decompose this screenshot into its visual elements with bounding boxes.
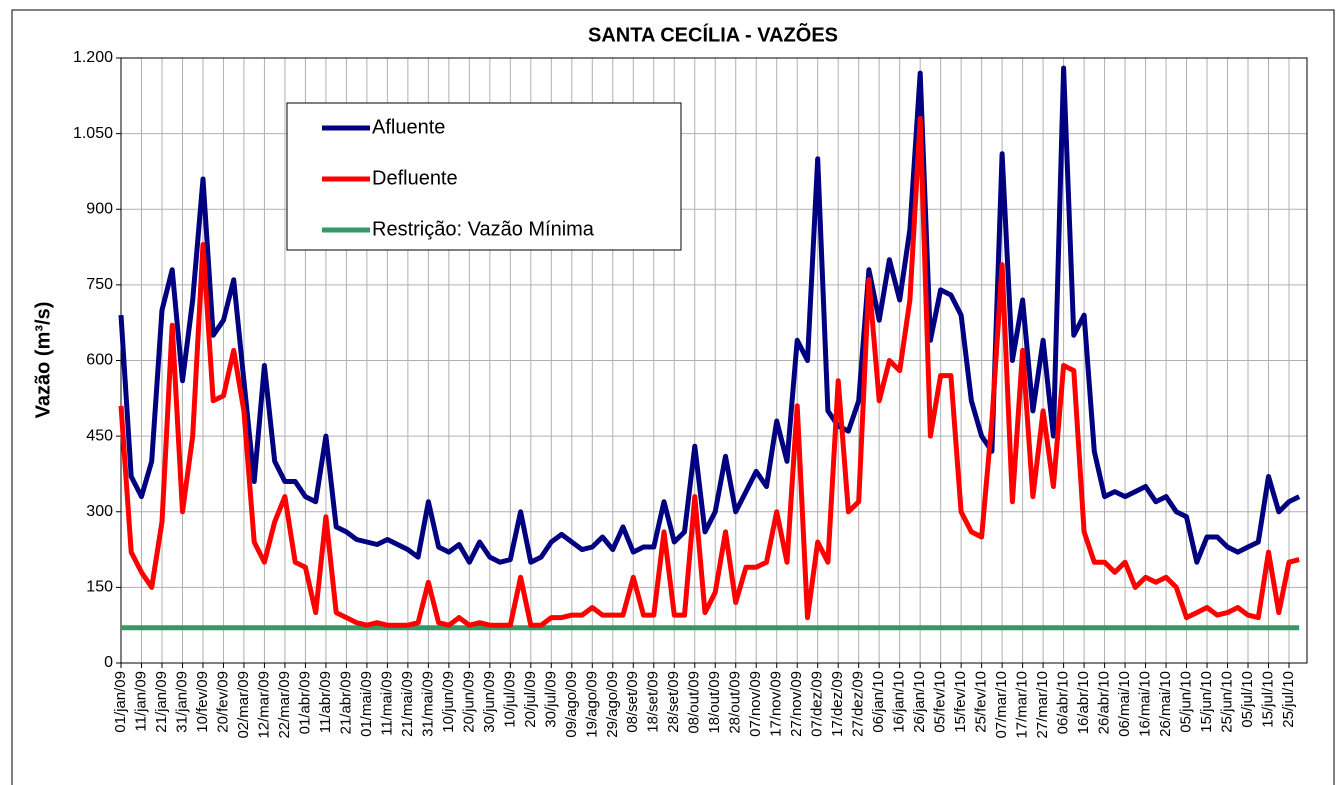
x-tick-label: 19/ago/09 xyxy=(583,671,600,738)
x-tick-label: 27/nov/09 xyxy=(788,671,805,737)
x-tick-label: 11/jan/09 xyxy=(132,671,149,732)
y-tick-label: 450 xyxy=(86,427,113,444)
y-tick-label: 900 xyxy=(86,200,113,217)
x-tick-label: 17/mar/10 xyxy=(1014,671,1031,739)
x-tick-label: 28/out/09 xyxy=(727,671,744,734)
x-tick-label: 26/abr/10 xyxy=(1096,671,1113,734)
y-tick-label: 0 xyxy=(104,654,113,671)
x-tick-label: 08/out/09 xyxy=(686,671,703,734)
y-tick-label: 300 xyxy=(86,503,113,520)
x-tick-label: 11/abr/09 xyxy=(317,671,334,733)
x-tick-label: 17/dez/09 xyxy=(829,671,846,737)
y-tick-label: 600 xyxy=(86,352,113,369)
x-tick-label: 25/jul/10 xyxy=(1280,671,1297,728)
x-tick-label: 12/mar/09 xyxy=(255,671,272,739)
x-tick-label: 20/fev/09 xyxy=(214,671,231,733)
series-line xyxy=(118,65,1301,565)
x-tick-label: 05/jun/10 xyxy=(1178,671,1195,733)
x-tick-label: 01/abr/09 xyxy=(296,671,313,734)
legend-label: Restrição: Vazão Mínima xyxy=(372,218,595,240)
legend-label: Afluente xyxy=(372,116,445,138)
y-tick-label: 1.200 xyxy=(73,49,113,66)
x-tick-label: 21/mai/09 xyxy=(399,671,416,737)
x-tick-label: 25/fev/10 xyxy=(973,671,990,733)
x-tick-label: 16/abr/10 xyxy=(1075,671,1092,734)
x-tick-label: 26/jan/10 xyxy=(911,671,928,733)
x-tick-label: 18/set/09 xyxy=(645,671,662,733)
x-tick-label: 06/abr/10 xyxy=(1055,671,1072,734)
x-tick-label: 16/jan/10 xyxy=(891,671,908,733)
x-tick-label: 22/mar/09 xyxy=(276,671,293,739)
x-tick-label: 28/set/09 xyxy=(665,671,682,733)
x-tick-label: 27/mar/10 xyxy=(1034,671,1051,739)
x-tick-label: 31/mai/09 xyxy=(419,671,436,737)
plot-area xyxy=(120,57,1308,664)
x-tick-label: 16/mai/10 xyxy=(1137,671,1154,737)
x-tick-label: 10/fev/09 xyxy=(194,671,211,733)
x-tick-label: 10/jul/09 xyxy=(501,671,518,728)
x-tick-label: 30/jun/09 xyxy=(481,671,498,733)
x-tick-label: 01/mai/09 xyxy=(358,671,375,737)
x-tick-label: 26/mai/10 xyxy=(1157,671,1174,737)
x-tick-label: 30/jul/09 xyxy=(542,671,559,728)
x-tick-label: 15/jun/10 xyxy=(1198,671,1215,733)
x-tick-label: 09/ago/09 xyxy=(563,671,580,738)
x-tick-label: 06/jan/10 xyxy=(870,671,887,733)
x-tick-label: 07/mar/10 xyxy=(993,671,1010,739)
x-tick-label: 18/out/09 xyxy=(706,671,723,734)
x-tick-label: 08/set/09 xyxy=(624,671,641,733)
y-tick-label: 150 xyxy=(86,579,113,596)
x-tick-label: 31/jan/09 xyxy=(173,671,190,733)
y-tick-label: 750 xyxy=(86,276,113,293)
x-tick-label: 20/jun/09 xyxy=(460,671,477,733)
x-tick-label: 01/jan/09 xyxy=(112,671,129,733)
x-tick-label: 25/jun/10 xyxy=(1218,671,1235,733)
x-tick-label: 05/fev/10 xyxy=(932,671,949,733)
x-tick-label: 20/jul/09 xyxy=(522,671,539,728)
x-tick-label: 10/jun/09 xyxy=(440,671,457,733)
x-tick-label: 11/mai/09 xyxy=(378,671,395,736)
x-tick-label: 15/jul/10 xyxy=(1259,671,1276,728)
x-tick-label: 27/dez/09 xyxy=(850,671,867,737)
x-tick-label: 21/abr/09 xyxy=(337,671,354,734)
x-tick-label: 29/ago/09 xyxy=(604,671,621,738)
x-tick-label: 05/jul/10 xyxy=(1239,671,1256,728)
y-axis-label: Vazão (m³/s) xyxy=(32,302,54,419)
x-tick-label: 17/nov/09 xyxy=(768,671,785,737)
x-tick-label: 21/jan/09 xyxy=(153,671,170,733)
x-tick-label: 06/mai/10 xyxy=(1116,671,1133,737)
legend-label: Defluente xyxy=(372,167,458,189)
y-tick-label: 1.050 xyxy=(73,125,113,142)
x-tick-label: 07/dez/09 xyxy=(809,671,826,737)
x-tick-label: 02/mar/09 xyxy=(235,671,252,739)
x-tick-label: 15/fev/10 xyxy=(952,671,969,733)
x-tick-label: 07/nov/09 xyxy=(747,671,764,737)
chart-title: SANTA CECÍLIA - VAZÕES xyxy=(588,22,838,46)
series-line xyxy=(118,116,1300,628)
